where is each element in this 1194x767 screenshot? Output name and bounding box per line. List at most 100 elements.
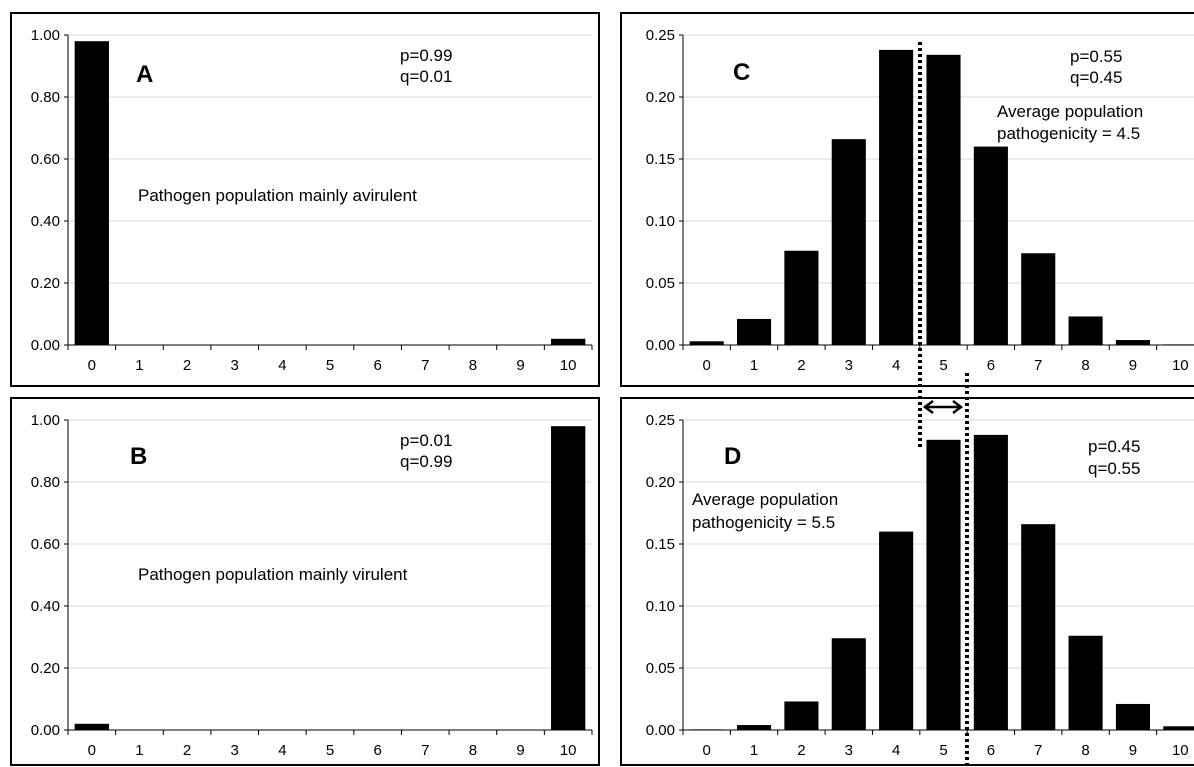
panel-a-x-tick-label: 7 xyxy=(421,357,429,374)
panel-a-y-tick-label: 0.00 xyxy=(31,337,60,354)
panel-c-bar-8 xyxy=(1068,316,1103,345)
panel-d-bar-1 xyxy=(736,725,772,730)
panel-b-p-value: p=0.01 xyxy=(400,431,452,450)
panel-b-frame xyxy=(10,397,600,766)
panel-b-x-tick-label: 2 xyxy=(183,742,191,759)
panel-d-y-tick-label: 0.10 xyxy=(646,598,675,615)
panel-a-x-tick-label: 8 xyxy=(469,357,477,374)
panel-a-y-tick-label: 0.80 xyxy=(31,89,60,106)
panel-c-x-tick-label: 3 xyxy=(845,357,853,374)
panel-a-bar-10 xyxy=(551,338,586,345)
panel-b-chart: 0.00 0.20 0.40 0.60 0.80 1.00 0 1 2 3 4 5 6 7 8 9 10 xyxy=(31,412,593,759)
panel-d-y-tick-label: 0.15 xyxy=(646,536,675,553)
panel-d-bar-4 xyxy=(879,531,914,730)
panel-c-frame xyxy=(620,12,1194,387)
panel-d-bar-8 xyxy=(1068,635,1103,730)
panel-b-bar-10 xyxy=(551,426,586,730)
panel-a-x-tick-label: 1 xyxy=(135,357,143,374)
panel-d-x-tick-label: 4 xyxy=(892,742,900,759)
panel-a-description: Pathogen population mainly avirulent xyxy=(138,186,417,205)
panel-a-frame xyxy=(10,12,600,387)
panel-c-x-tick-label: 0 xyxy=(703,357,711,374)
panel-b-x-tick-label: 5 xyxy=(326,742,334,759)
panel-d-x-tick-label: 1 xyxy=(750,742,758,759)
panel-d-p-value: p=0.45 xyxy=(1088,437,1140,456)
panel-d-x-tick-label: 5 xyxy=(939,742,947,759)
panel-d-frame xyxy=(620,397,1194,766)
panel-d-x-tick-label: 7 xyxy=(1034,742,1042,759)
panel-d-letter: D xyxy=(724,443,741,470)
panel-d-x-tick-label: 0 xyxy=(703,742,711,759)
panel-c-x-tick-label: 4 xyxy=(892,357,900,374)
panel-a-y-tick-label: 1.00 xyxy=(31,27,60,44)
panel-b-x-tick-label: 4 xyxy=(278,742,286,759)
panel-c-pathogenicity-label: pathogenicity = 4.5 xyxy=(997,124,1140,143)
panel-c-p-value: p=0.55 xyxy=(1070,47,1122,66)
panel-d-x-tick-label: 6 xyxy=(987,742,995,759)
panel-c-x-tick-label: 5 xyxy=(939,357,947,374)
panel-c-y-tick-label: 0.20 xyxy=(646,89,675,106)
panel-d-x-tick-label: 10 xyxy=(1172,742,1189,759)
overlay xyxy=(918,42,969,767)
panel-a-x-tick-label: 4 xyxy=(278,357,286,374)
panel-a-y-tick-label: 0.60 xyxy=(31,151,60,168)
panel-c-y-tick-label: 0.10 xyxy=(646,213,675,230)
panel-b: 0.00 0.20 0.40 0.60 0.80 1.00 0 1 2 3 4 5 6 7 8 9 10 B p… xyxy=(10,397,600,766)
panel-a-y-tick-label: 0.40 xyxy=(31,213,60,230)
panel-c-bar-3 xyxy=(831,139,866,345)
shift-arrow xyxy=(922,400,964,414)
panel-d-x-tick-label: 2 xyxy=(797,742,805,759)
panel-d-q-value: q=0.55 xyxy=(1088,459,1140,478)
panel-d-y-tick-label: 0.00 xyxy=(646,722,675,739)
panel-b-x-tick-label: 6 xyxy=(373,742,381,759)
panel-c-x-tick-label: 6 xyxy=(987,357,995,374)
panel-c: 0.00 0.05 0.10 0.15 0.20 0.25 0 1 2 3 4 5 6 7 8 9 10 C p… xyxy=(620,12,1194,387)
panel-c-x-tick-label: 2 xyxy=(797,357,805,374)
panel-b-y-tick-label: 0.00 xyxy=(31,722,60,739)
panel-c-average-label: Average population xyxy=(997,102,1143,121)
panel-a-chart: 0.00 0.20 0.40 0.60 0.80 1.00 0 1 2 3 4 5 6 7 8 9 10 xyxy=(31,27,593,374)
panel-b-x-tick-label: 8 xyxy=(469,742,477,759)
panel-a-x-tick-label: 0 xyxy=(88,357,96,374)
panel-b-x-tick-label: 0 xyxy=(88,742,96,759)
panel-c-bar-9 xyxy=(1115,340,1151,345)
panel-c-y-tick-label: 0.25 xyxy=(646,27,675,44)
panel-c-x-tick-label: 1 xyxy=(750,357,758,374)
panel-c-chart: 0.00 0.05 0.10 0.15 0.20 0.25 0 1 2 3 4 5 6 7 8 9 10 xyxy=(646,27,1194,374)
panel-b-x-tick-label: 9 xyxy=(516,742,524,759)
panel-d-bar-2 xyxy=(784,701,819,730)
panel-c-x-tick-label: 9 xyxy=(1129,357,1137,374)
panel-a-x-tick-label: 10 xyxy=(560,357,577,374)
panel-c-x-tick-label: 8 xyxy=(1081,357,1089,374)
panel-a: 0.00 0.20 0.40 0.60 0.80 1.00 0 1 2 3 4 5 6 7 8 9 10 A p… xyxy=(10,12,600,387)
panel-d-x-tick-label: 9 xyxy=(1129,742,1137,759)
panel-b-y-tick-label: 0.60 xyxy=(31,536,60,553)
panel-d-bar-0 xyxy=(689,729,724,730)
panel-d-bar-10 xyxy=(1163,726,1194,730)
panel-b-x-tick-label: 1 xyxy=(135,742,143,759)
panel-c-x-tick-label: 7 xyxy=(1034,357,1042,374)
panel-d-bar-9 xyxy=(1115,703,1151,730)
panel-a-x-tick-label: 3 xyxy=(231,357,239,374)
panel-c-bar-5 xyxy=(926,54,961,346)
panel-b-x-tick-label: 7 xyxy=(421,742,429,759)
panel-d-bar-3 xyxy=(831,638,866,730)
panel-a-y-tick-label: 0.20 xyxy=(31,275,60,292)
panel-d-x-tick-label: 3 xyxy=(845,742,853,759)
panel-d-bar-6 xyxy=(973,434,1008,730)
panel-d-x-tick-label: 8 xyxy=(1081,742,1089,759)
panel-b-x-tick-label: 10 xyxy=(560,742,577,759)
panel-a-x-tick-label: 9 xyxy=(516,357,524,374)
panel-b-letter: B xyxy=(130,443,147,470)
panel-b-description: Pathogen population mainly virulent xyxy=(138,565,408,584)
panel-a-bar-0 xyxy=(74,41,109,345)
panel-b-y-tick-label: 0.20 xyxy=(31,660,60,677)
panel-c-bar-7 xyxy=(1021,253,1056,345)
panel-d-y-tick-label: 0.25 xyxy=(646,412,675,429)
panel-a-p-value: p=0.99 xyxy=(400,46,452,65)
panel-c-x-tick-label: 10 xyxy=(1172,357,1189,374)
panel-b-bar-0 xyxy=(74,723,109,730)
panel-d-bar-7 xyxy=(1021,524,1056,730)
panel-a-q-value: q=0.01 xyxy=(400,67,452,86)
